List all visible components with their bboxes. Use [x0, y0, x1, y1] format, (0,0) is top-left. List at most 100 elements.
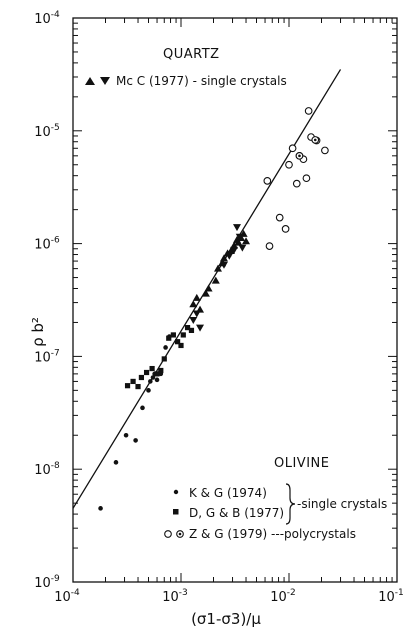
ticks — [72, 18, 397, 583]
point-open-circle — [275, 213, 284, 222]
point-open-circle — [285, 160, 293, 169]
y-tick-exp: -4 — [51, 10, 60, 20]
point-square — [130, 378, 136, 385]
y-tick-base: 10 — [34, 576, 51, 591]
x-tick-base: 10 — [54, 590, 71, 605]
point-triangle-down — [189, 317, 198, 325]
point-triangle-up — [230, 241, 239, 249]
point-triangle-down — [225, 252, 234, 260]
y-tick-base: 10 — [34, 125, 51, 140]
point-dot — [98, 506, 103, 511]
point-open-circle — [304, 107, 313, 115]
y-tick-label: 10-7 — [34, 348, 60, 365]
y-tick-exp: -5 — [51, 123, 60, 133]
points — [98, 107, 329, 511]
y-tick-label: 10-8 — [34, 461, 60, 478]
point-square — [166, 335, 172, 341]
point-dot — [148, 379, 153, 384]
point-open-circle — [263, 176, 272, 185]
axes — [72, 17, 398, 583]
point-dot — [163, 345, 168, 350]
point-dot — [146, 388, 151, 393]
point-dot-circle-center — [313, 138, 317, 142]
y-tick-label: 10-9 — [34, 574, 60, 591]
point-open-circle — [281, 225, 290, 233]
point-square — [178, 342, 184, 349]
x-tick-exp: -2 — [287, 588, 296, 598]
y-tick-exp: -7 — [51, 348, 60, 358]
single-crystals-label: -single crystals — [297, 497, 387, 511]
x-tick-exp: -4 — [71, 588, 80, 598]
legend-dot-circle — [176, 530, 184, 538]
y-tick-exp: -6 — [51, 236, 60, 246]
legend-brace — [285, 483, 296, 525]
x-tick-base: 10 — [162, 590, 179, 605]
legend-dot — [173, 489, 179, 495]
legend-open-circle — [164, 530, 172, 538]
point-triangle-down — [232, 224, 241, 232]
y-tick-exp: -8 — [51, 461, 60, 471]
x-tick-exp: -3 — [179, 588, 188, 598]
point-triangle-up — [189, 300, 198, 308]
zg-label: Z & G (1979) ---polycrystals — [189, 527, 356, 541]
point-dot — [154, 377, 160, 383]
quartz-heading: QUARTZ — [163, 47, 220, 62]
y-axis-title: ρ b² — [29, 317, 47, 347]
y-tick-base: 10 — [34, 350, 51, 365]
y-tick-label: 10-4 — [34, 10, 60, 27]
point-square — [174, 339, 181, 345]
point-dot — [150, 375, 156, 380]
point-triangle-up — [192, 293, 201, 301]
point-square — [184, 325, 191, 331]
quartz-legend: Mc C (1977) - single crystals — [85, 74, 287, 88]
point-triangle-down — [219, 261, 228, 269]
point-open-circle — [265, 242, 274, 250]
legend-dot-circle-center — [178, 532, 182, 536]
x-tick-base: 10 — [270, 590, 287, 605]
point-dot — [140, 405, 145, 411]
point-triangle-up — [213, 264, 222, 272]
point-triangle-up — [204, 284, 213, 292]
y-tick-base: 10 — [34, 463, 51, 478]
point-open-circle — [288, 144, 297, 153]
tick-labels: 10-4 10-3 10-2 10-110-910-810-710-610-510-4 — [34, 10, 404, 605]
dgb-label: D, G & B (1977) — [189, 506, 284, 520]
point-square — [143, 369, 150, 376]
point-square — [135, 383, 141, 390]
y-tick-exp: -9 — [51, 574, 60, 584]
point-square — [149, 365, 155, 372]
x-axis-title: (σ1-σ3)/μ — [191, 610, 261, 628]
point-dot-circle-center — [298, 154, 301, 158]
olivine-legend: K & G (1974) D, G & B (1977) -single cry… — [164, 483, 387, 541]
point-triangle-down — [238, 244, 247, 252]
y-tick-base: 10 — [34, 12, 51, 27]
y-tick-base: 10 — [34, 238, 51, 253]
legend-square — [173, 509, 179, 515]
point-triangle-up — [242, 237, 251, 245]
point-open-circle — [292, 179, 301, 188]
point-dot — [123, 432, 129, 438]
y-tick-label: 10-6 — [34, 236, 60, 253]
point-dot — [133, 438, 138, 443]
x-tick-base: 10 — [378, 590, 395, 605]
point-square — [158, 367, 164, 374]
point-triangle-down — [192, 310, 201, 318]
quartz-label: Mc C (1977) - single crystals — [116, 74, 287, 88]
point-square — [124, 383, 131, 389]
point-square — [161, 356, 167, 362]
point-open-circle — [321, 146, 329, 155]
point-triangle-up — [211, 276, 220, 284]
x-tick-label: 10-4 — [54, 588, 80, 605]
olivine-heading: OLIVINE — [274, 456, 329, 471]
point-square — [138, 374, 145, 381]
kg-label: K & G (1974) — [189, 486, 267, 500]
point-triangle-up — [226, 246, 235, 254]
point-square — [188, 327, 195, 334]
y-tick-label: 10-5 — [34, 123, 60, 140]
plot-frame — [72, 17, 398, 583]
point-triangle-down — [235, 233, 244, 241]
point-triangle-down — [196, 324, 205, 332]
x-tick-label: 10-2 — [270, 588, 296, 605]
point-square — [170, 332, 176, 338]
